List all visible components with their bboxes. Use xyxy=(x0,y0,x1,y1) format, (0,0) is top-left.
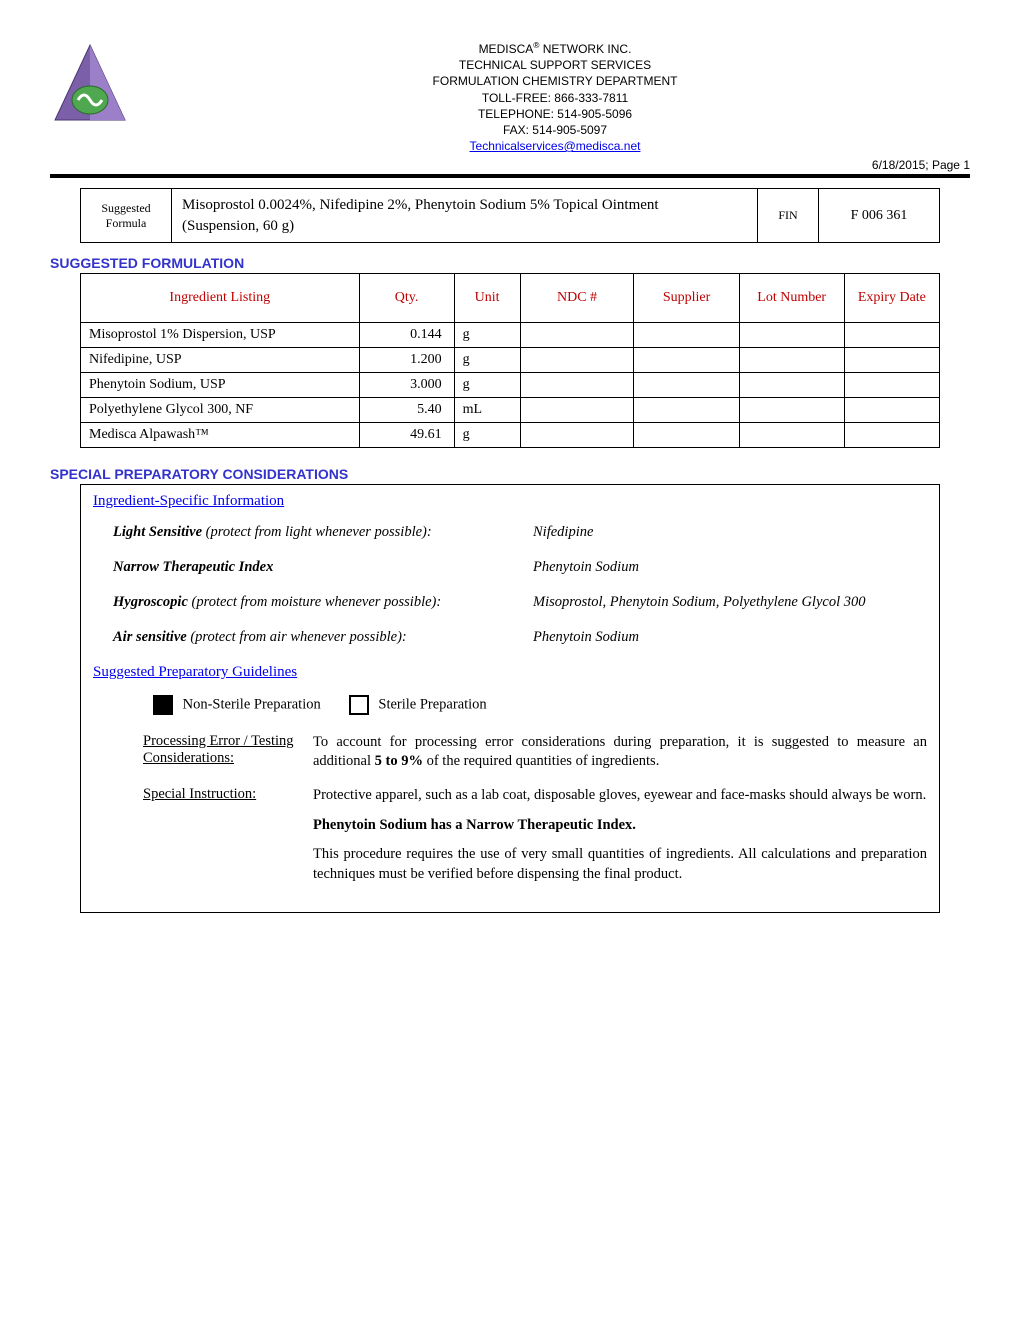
cell-supplier xyxy=(634,322,739,347)
formula-fin-cell: FIN xyxy=(758,189,819,242)
cell-expiry xyxy=(844,347,939,372)
processing-error-row: Processing Error / Testing Consideration… xyxy=(143,733,927,772)
table-row: Polyethylene Glycol 300, NF5.40mL xyxy=(81,397,940,422)
info-label: Light Sensitive (protect from light when… xyxy=(113,524,533,541)
special-instruction-row: Special Instruction: Protective apparel,… xyxy=(143,786,927,884)
company-name: MEDISCA xyxy=(479,42,534,56)
considerations-box: Ingredient-Specific Information Light Se… xyxy=(80,484,940,913)
info-label: Narrow Therapeutic Index xyxy=(113,559,533,576)
cell-ndc xyxy=(520,422,634,447)
sterile-option: Sterile Preparation xyxy=(349,695,487,715)
cell-qty: 1.200 xyxy=(359,347,454,372)
info-value: Nifedipine xyxy=(533,524,927,541)
cell-name: Medisca Alpawash™ xyxy=(81,422,360,447)
formula-label-cell: Suggested Formula xyxy=(81,189,172,242)
cell-qty: 3.000 xyxy=(359,372,454,397)
info-label: Air sensitive (protect from air whenever… xyxy=(113,629,533,646)
col-qty: Qty. xyxy=(359,273,454,322)
cell-expiry xyxy=(844,422,939,447)
table-row: Medisca Alpawash™49.61g xyxy=(81,422,940,447)
col-expiry: Expiry Date xyxy=(844,273,939,322)
cell-ndc xyxy=(520,322,634,347)
cell-supplier xyxy=(634,422,739,447)
cell-expiry xyxy=(844,397,939,422)
cell-lot xyxy=(739,372,844,397)
cell-supplier xyxy=(634,397,739,422)
cell-lot xyxy=(739,347,844,372)
cell-unit: g xyxy=(454,422,520,447)
special-instruction-text: Protective apparel, such as a lab coat, … xyxy=(313,786,927,884)
cell-lot xyxy=(739,322,844,347)
dept-line-1: TECHNICAL SUPPORT SERVICES xyxy=(459,58,651,72)
cell-unit: g xyxy=(454,347,520,372)
cell-lot xyxy=(739,397,844,422)
cell-supplier xyxy=(634,347,739,372)
non-sterile-option: Non-Sterile Preparation xyxy=(153,695,321,715)
company-logo xyxy=(50,40,130,130)
processing-error-label: Processing Error / Testing Consideration… xyxy=(143,733,313,772)
cell-qty: 0.144 xyxy=(359,322,454,347)
cell-ndc xyxy=(520,397,634,422)
cell-name: Phenytoin Sodium, USP xyxy=(81,372,360,397)
cell-name: Misoprostol 1% Dispersion, USP xyxy=(81,322,360,347)
cell-ndc xyxy=(520,372,634,397)
info-value: Phenytoin Sodium xyxy=(533,629,927,646)
info-label: Hygroscopic (protect from moisture whene… xyxy=(113,594,533,611)
table-row: Misoprostol 1% Dispersion, USP0.144g xyxy=(81,322,940,347)
sterile-checkbox xyxy=(349,695,369,715)
cell-unit: g xyxy=(454,372,520,397)
ingredients-table: Ingredient Listing Qty. Unit NDC # Suppl… xyxy=(80,273,940,448)
formula-title-cell: Misoprostol 0.0024%, Nifedipine 2%, Phen… xyxy=(172,189,758,242)
formula-info-box: Suggested Formula Misoprostol 0.0024%, N… xyxy=(80,188,940,243)
ingredient-info-row: Hygroscopic (protect from moisture whene… xyxy=(113,594,927,611)
section-prep-title: SPECIAL PREPARATORY CONSIDERATIONS xyxy=(50,466,970,482)
section-formulation-title: SUGGESTED FORMULATION xyxy=(50,255,970,271)
cell-expiry xyxy=(844,372,939,397)
col-unit: Unit xyxy=(454,273,520,322)
cell-qty: 49.61 xyxy=(359,422,454,447)
ingredient-info-row: Narrow Therapeutic IndexPhenytoin Sodium xyxy=(113,559,927,576)
cell-ndc xyxy=(520,347,634,372)
formula-code-cell: F 006 361 xyxy=(819,189,939,242)
ingredient-specific-subhead: Ingredient-Specific Information xyxy=(93,493,927,510)
info-value: Phenytoin Sodium xyxy=(533,559,927,576)
col-supplier: Supplier xyxy=(634,273,739,322)
non-sterile-checkbox xyxy=(153,695,173,715)
col-ndc: NDC # xyxy=(520,273,634,322)
ingredient-info-row: Light Sensitive (protect from light when… xyxy=(113,524,927,541)
table-header-row: Ingredient Listing Qty. Unit NDC # Suppl… xyxy=(81,273,940,322)
tollfree-line: TOLL-FREE: 866-333-7811 xyxy=(482,91,628,105)
ingredient-info-row: Air sensitive (protect from air whenever… xyxy=(113,629,927,646)
prep-guidelines-subhead: Suggested Preparatory Guidelines xyxy=(93,664,927,681)
cell-name: Polyethylene Glycol 300, NF xyxy=(81,397,360,422)
cell-unit: g xyxy=(454,322,520,347)
col-lot: Lot Number xyxy=(739,273,844,322)
header-rule xyxy=(50,174,970,178)
date-page-label: 6/18/2015; Page 1 xyxy=(50,158,970,172)
dept-line-2: FORMULATION CHEMISTRY DEPARTMENT xyxy=(433,74,678,88)
cell-qty: 5.40 xyxy=(359,397,454,422)
telephone-line: TELEPHONE: 514-905-5096 xyxy=(478,107,632,121)
page-header: MEDISCA® NETWORK INC. TECHNICAL SUPPORT … xyxy=(50,40,970,154)
info-value: Misoprostol, Phenytoin Sodium, Polyethyl… xyxy=(533,594,927,611)
special-instruction-label: Special Instruction: xyxy=(143,786,313,884)
cell-lot xyxy=(739,422,844,447)
table-row: Phenytoin Sodium, USP3.000g xyxy=(81,372,940,397)
cell-expiry xyxy=(844,322,939,347)
cell-supplier xyxy=(634,372,739,397)
header-text-block: MEDISCA® NETWORK INC. TECHNICAL SUPPORT … xyxy=(140,40,970,154)
col-ingredient: Ingredient Listing xyxy=(81,273,360,322)
processing-error-text: To account for processing error consider… xyxy=(313,733,927,772)
email-link[interactable]: Technicalservices@medisca.net xyxy=(470,139,641,153)
cell-name: Nifedipine, USP xyxy=(81,347,360,372)
preparation-type-row: Non-Sterile Preparation Sterile Preparat… xyxy=(153,695,927,715)
table-row: Nifedipine, USP1.200g xyxy=(81,347,940,372)
fax-line: FAX: 514-905-5097 xyxy=(503,123,607,137)
cell-unit: mL xyxy=(454,397,520,422)
